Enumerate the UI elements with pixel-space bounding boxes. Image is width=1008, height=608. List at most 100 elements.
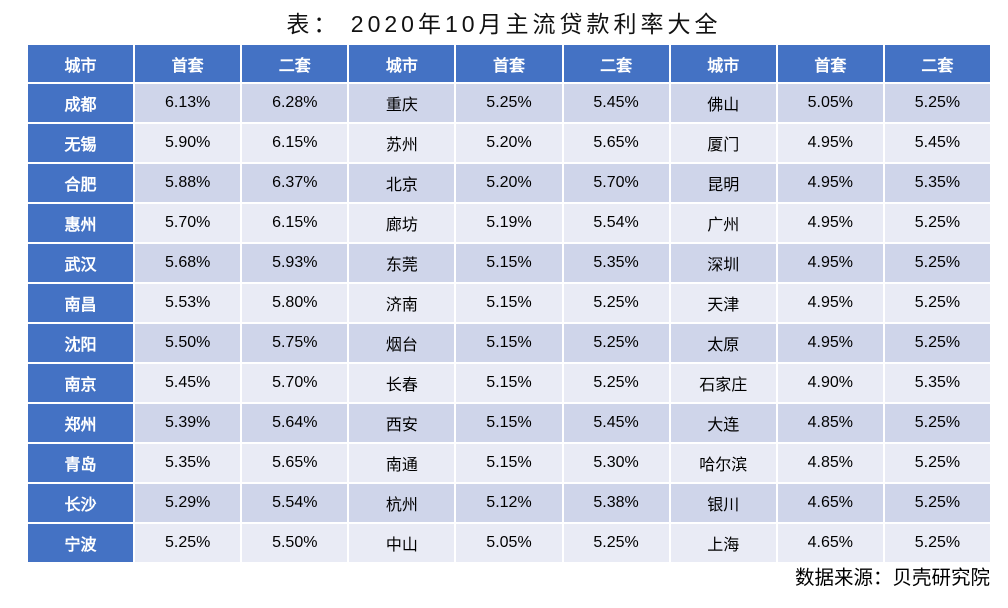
column-header-first-home-rate: 首套	[777, 45, 883, 82]
table-title: 表： 2020年10月主流贷款利率大全	[286, 11, 722, 37]
second-home-rate-cell: 5.25%	[563, 524, 669, 562]
second-home-rate-cell: 6.28%	[242, 84, 348, 122]
second-home-rate-cell: 5.25%	[884, 484, 990, 522]
city-cell: 佛山	[670, 84, 776, 122]
first-home-rate-cell: 4.95%	[777, 204, 883, 242]
table-row: 合肥 5.88% 6.37% 北京 5.20% 5.70% 昆明 4.95% 5.35%	[28, 164, 990, 202]
table-row: 成都 6.13% 6.28% 重庆 5.25% 5.45% 佛山 5.05% 5.25%	[28, 84, 990, 122]
city-cell: 南昌	[28, 284, 134, 322]
second-home-rate-cell: 5.93%	[242, 244, 348, 282]
city-cell: 昆明	[670, 164, 776, 202]
second-home-rate-cell: 6.15%	[242, 124, 348, 162]
city-cell: 苏州	[349, 124, 455, 162]
second-home-rate-cell: 5.35%	[884, 364, 990, 402]
table-row: 惠州 5.70% 6.15% 廊坊 5.19% 5.54% 广州 4.95% 5.25%	[28, 204, 990, 242]
first-home-rate-cell: 4.95%	[777, 284, 883, 322]
first-home-rate-cell: 5.88%	[135, 164, 241, 202]
second-home-rate-cell: 6.15%	[242, 204, 348, 242]
first-home-rate-cell: 5.68%	[135, 244, 241, 282]
second-home-rate-cell: 5.25%	[884, 204, 990, 242]
column-header-second-home-rate: 二套	[563, 45, 669, 82]
first-home-rate-cell: 5.15%	[456, 404, 562, 442]
second-home-rate-cell: 5.35%	[884, 164, 990, 202]
second-home-rate-cell: 6.37%	[242, 164, 348, 202]
first-home-rate-cell: 4.85%	[777, 404, 883, 442]
second-home-rate-cell: 5.25%	[884, 524, 990, 562]
first-home-rate-cell: 4.95%	[777, 324, 883, 362]
city-cell: 无锡	[28, 124, 134, 162]
city-cell: 石家庄	[670, 364, 776, 402]
first-home-rate-cell: 5.19%	[456, 204, 562, 242]
city-cell: 沈阳	[28, 324, 134, 362]
table-row: 沈阳 5.50% 5.75% 烟台 5.15% 5.25% 太原 4.95% 5.25%	[28, 324, 990, 362]
table-row: 南昌 5.53% 5.80% 济南 5.15% 5.25% 天津 4.95% 5.25%	[28, 284, 990, 322]
table-row: 郑州 5.39% 5.64% 西安 5.15% 5.45% 大连 4.85% 5.25%	[28, 404, 990, 442]
first-home-rate-cell: 4.85%	[777, 444, 883, 482]
first-home-rate-cell: 5.50%	[135, 324, 241, 362]
first-home-rate-cell: 5.15%	[456, 444, 562, 482]
city-cell: 长沙	[28, 484, 134, 522]
second-home-rate-cell: 5.38%	[563, 484, 669, 522]
second-home-rate-cell: 5.25%	[884, 444, 990, 482]
column-header-first-home-rate: 首套	[456, 45, 562, 82]
first-home-rate-cell: 4.95%	[777, 164, 883, 202]
city-cell: 烟台	[349, 324, 455, 362]
city-cell: 合肥	[28, 164, 134, 202]
city-cell: 中山	[349, 524, 455, 562]
second-home-rate-cell: 5.30%	[563, 444, 669, 482]
first-home-rate-cell: 4.65%	[777, 524, 883, 562]
second-home-rate-cell: 5.45%	[563, 404, 669, 442]
first-home-rate-cell: 5.15%	[456, 244, 562, 282]
city-cell: 武汉	[28, 244, 134, 282]
second-home-rate-cell: 5.45%	[884, 124, 990, 162]
first-home-rate-cell: 5.15%	[456, 324, 562, 362]
column-header-city: 城市	[670, 45, 776, 82]
table-header-row: 城市 首套 二套 城市 首套 二套 城市 首套 二套	[28, 45, 990, 82]
first-home-rate-cell: 5.70%	[135, 204, 241, 242]
first-home-rate-cell: 4.65%	[777, 484, 883, 522]
first-home-rate-cell: 5.53%	[135, 284, 241, 322]
city-cell: 成都	[28, 84, 134, 122]
first-home-rate-cell: 5.15%	[456, 284, 562, 322]
column-header-city: 城市	[28, 45, 134, 82]
first-home-rate-cell: 5.20%	[456, 164, 562, 202]
city-cell: 天津	[670, 284, 776, 322]
city-cell: 长春	[349, 364, 455, 402]
city-cell: 银川	[670, 484, 776, 522]
first-home-rate-cell: 5.05%	[456, 524, 562, 562]
city-cell: 杭州	[349, 484, 455, 522]
first-home-rate-cell: 4.90%	[777, 364, 883, 402]
second-home-rate-cell: 5.25%	[563, 324, 669, 362]
second-home-rate-cell: 5.45%	[563, 84, 669, 122]
second-home-rate-cell: 5.50%	[242, 524, 348, 562]
first-home-rate-cell: 5.15%	[456, 364, 562, 402]
city-cell: 北京	[349, 164, 455, 202]
column-header-second-home-rate: 二套	[884, 45, 990, 82]
city-cell: 青岛	[28, 444, 134, 482]
second-home-rate-cell: 5.64%	[242, 404, 348, 442]
city-cell: 广州	[670, 204, 776, 242]
second-home-rate-cell: 5.25%	[884, 244, 990, 282]
first-home-rate-cell: 5.12%	[456, 484, 562, 522]
first-home-rate-cell: 4.95%	[777, 124, 883, 162]
source-note: 数据来源：贝壳研究院	[794, 567, 990, 589]
second-home-rate-cell: 5.25%	[884, 284, 990, 322]
second-home-rate-cell: 5.70%	[563, 164, 669, 202]
second-home-rate-cell: 5.35%	[563, 244, 669, 282]
second-home-rate-cell: 5.80%	[242, 284, 348, 322]
second-home-rate-cell: 5.54%	[563, 204, 669, 242]
second-home-rate-cell: 5.70%	[242, 364, 348, 402]
table-row: 宁波 5.25% 5.50% 中山 5.05% 5.25% 上海 4.65% 5.25%	[28, 524, 990, 562]
city-cell: 济南	[349, 284, 455, 322]
rate-table: 城市 首套 二套 城市 首套 二套 城市 首套 二套 成都 6.13% 6.28% 重庆 5.25% 5.4…	[28, 45, 990, 562]
table-row: 武汉 5.68% 5.93% 东莞 5.15% 5.35% 深圳 4.95% 5.25%	[28, 244, 990, 282]
second-home-rate-cell: 5.25%	[884, 324, 990, 362]
second-home-rate-cell: 5.65%	[563, 124, 669, 162]
table-row: 无锡 5.90% 6.15% 苏州 5.20% 5.65% 厦门 4.95% 5.45%	[28, 124, 990, 162]
column-header-city: 城市	[349, 45, 455, 82]
first-home-rate-cell: 5.20%	[456, 124, 562, 162]
city-cell: 上海	[670, 524, 776, 562]
table-row: 南京 5.45% 5.70% 长春 5.15% 5.25% 石家庄 4.90% 5.35%	[28, 364, 990, 402]
city-cell: 南京	[28, 364, 134, 402]
city-cell: 东莞	[349, 244, 455, 282]
